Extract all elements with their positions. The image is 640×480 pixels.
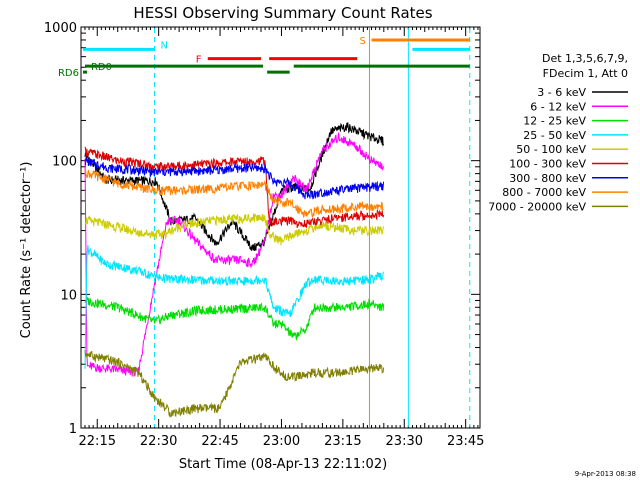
series-line [84, 122, 385, 251]
x-axis-label: Start Time (08-Apr-13 22:11:02) [179, 457, 387, 472]
flag-label: F [196, 55, 202, 66]
flag-label: N [161, 40, 168, 51]
legend-entry-label: 25 - 50 keV [523, 129, 586, 142]
legend-header-line-1: Det 1,3,5,6,7,9, [542, 52, 628, 65]
plot-area: 1 10 100 1000 22:15 22:30 22:45 23:00 23:15 23:30… [44, 21, 485, 449]
x-tick-label: 23:45 [447, 434, 484, 449]
x-tick-label: 23:30 [386, 434, 423, 449]
chart-title: HESSI Observing Summary Count Rates [133, 4, 432, 22]
series-line [84, 168, 384, 219]
series-line [84, 349, 385, 418]
legend-entry-label: 12 - 25 keV [523, 115, 586, 128]
y-tick-label: 1000 [44, 21, 77, 36]
series-line [84, 244, 385, 369]
y-tick-label: 1 [69, 422, 77, 437]
series-line [84, 131, 385, 377]
series-line [84, 156, 385, 200]
x-tick-label: 23:15 [324, 434, 361, 449]
flag-label: RD0 [91, 62, 112, 73]
legend-entry-label: 800 - 7000 keV [502, 186, 586, 199]
legend-entry-label: 6 - 12 keV [530, 100, 586, 113]
y-tick-label: 100 [52, 155, 77, 170]
timestamp: 9-Apr-2013 08:38 [575, 470, 636, 478]
x-tick-label: 23:00 [263, 434, 300, 449]
x-tick-label: 22:15 [79, 434, 116, 449]
flag-label: RD6 [58, 68, 79, 79]
legend-entry-label: 50 - 100 keV [516, 143, 586, 156]
legend-entry-label: 300 - 800 keV [509, 172, 586, 185]
x-tick-label: 22:45 [201, 434, 238, 449]
series-line [84, 297, 385, 341]
series-line [84, 212, 385, 246]
legend-header-line-2: FDecim 1, Att 0 [543, 67, 628, 80]
flag-label: S [360, 36, 366, 47]
series-line [84, 146, 385, 228]
legend-entry-label: 3 - 6 keV [537, 86, 586, 99]
y-tick-label: 10 [60, 288, 77, 303]
y-axis-label: Count Rate (s⁻¹ detector⁻¹) [19, 162, 34, 339]
legend-entry-label: 7000 - 20000 keV [488, 200, 586, 213]
x-tick-label: 22:30 [140, 434, 177, 449]
legend-entry-label: 100 - 300 keV [509, 158, 586, 171]
plot-frame [80, 26, 481, 429]
